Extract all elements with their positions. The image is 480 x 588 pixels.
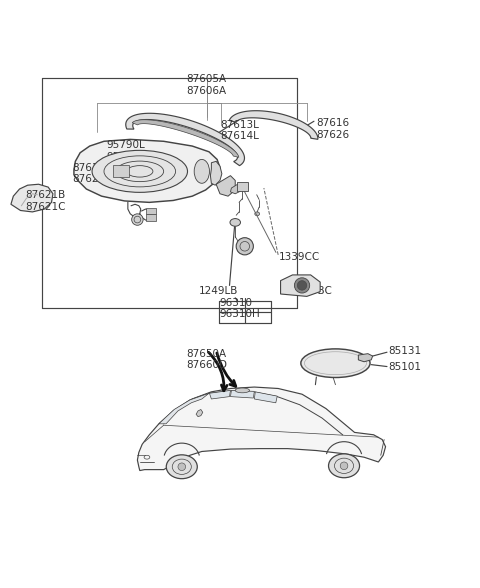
Ellipse shape xyxy=(166,455,197,479)
Ellipse shape xyxy=(328,454,360,477)
Polygon shape xyxy=(230,184,241,194)
Text: 87621B
87621C: 87621B 87621C xyxy=(25,190,66,212)
Circle shape xyxy=(297,280,307,290)
Ellipse shape xyxy=(235,388,250,393)
Polygon shape xyxy=(74,139,220,202)
Text: 1243BC: 1243BC xyxy=(291,286,333,296)
Text: 87614B
87624D: 87614B 87624D xyxy=(72,163,113,185)
Circle shape xyxy=(294,278,310,293)
Polygon shape xyxy=(254,392,277,403)
Text: 87613L
87614L: 87613L 87614L xyxy=(221,120,259,141)
Text: 1339CC: 1339CC xyxy=(279,252,320,262)
Text: 85131: 85131 xyxy=(388,346,421,356)
Polygon shape xyxy=(229,111,318,139)
Text: 87616
87626: 87616 87626 xyxy=(316,118,349,140)
Polygon shape xyxy=(11,184,53,212)
Circle shape xyxy=(178,463,186,470)
Ellipse shape xyxy=(230,219,240,226)
Circle shape xyxy=(340,462,348,470)
FancyBboxPatch shape xyxy=(146,214,156,221)
Text: 96310
96310H: 96310 96310H xyxy=(219,298,260,319)
Polygon shape xyxy=(126,113,244,166)
Polygon shape xyxy=(196,409,203,417)
Polygon shape xyxy=(210,161,222,185)
Ellipse shape xyxy=(92,151,188,192)
Polygon shape xyxy=(281,275,320,296)
FancyBboxPatch shape xyxy=(237,182,248,191)
Ellipse shape xyxy=(255,212,260,216)
Text: 95790L
95790R: 95790L 95790R xyxy=(107,141,146,162)
Circle shape xyxy=(236,238,253,255)
Ellipse shape xyxy=(194,159,209,183)
Text: 87650A
87660D: 87650A 87660D xyxy=(186,349,227,370)
Polygon shape xyxy=(216,176,235,196)
Text: 1249LB: 1249LB xyxy=(199,286,238,296)
Polygon shape xyxy=(137,387,385,470)
Ellipse shape xyxy=(301,349,370,377)
FancyBboxPatch shape xyxy=(113,165,129,176)
Polygon shape xyxy=(209,390,230,399)
Polygon shape xyxy=(359,353,372,362)
Text: 87605A
87606A: 87605A 87606A xyxy=(187,75,227,96)
Circle shape xyxy=(132,214,143,225)
Polygon shape xyxy=(159,393,209,424)
Polygon shape xyxy=(230,390,254,398)
Text: 85101: 85101 xyxy=(388,362,421,372)
FancyBboxPatch shape xyxy=(146,208,156,214)
Polygon shape xyxy=(132,120,239,158)
